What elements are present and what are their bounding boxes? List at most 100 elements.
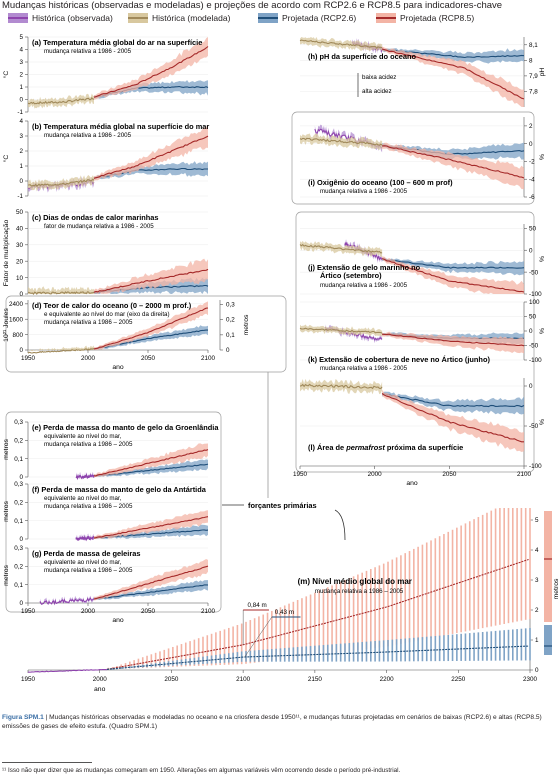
x-tick-label-m-7: 2300	[523, 676, 538, 683]
panel-title-d: (d) Teor de calor do oceano (0 – 2000 m …	[32, 301, 192, 310]
y-tick-label-i-1: -4	[529, 176, 535, 183]
y-tick-label-d-1: 800	[12, 332, 23, 339]
x-tick-label-m-1: 2000	[93, 676, 108, 683]
y2-tick-label-d-2: 0,2	[226, 317, 235, 324]
panel-subtitle2-e: mudança relativa a 1986 – 2005	[44, 441, 133, 448]
panel-g: 0 0,1 0,2 0,3 metros 1950 2000 2050 2100 ano (g) P…	[3, 545, 215, 624]
band-i-0	[314, 124, 383, 153]
panel-title-i: (i) Oxigênio do oceano (100 – 600 m prof…	[308, 178, 453, 187]
y-tick-label-b-1: 0	[19, 178, 23, 185]
panel-subtitle-f: equivalente ao nível do mar,	[44, 495, 122, 502]
x-tick-label-m-4: 2150	[308, 676, 323, 683]
band-e-2	[94, 443, 208, 477]
y-tick-label-c-4: 40	[16, 226, 24, 233]
y-tick-label-c-2: 20	[16, 258, 24, 265]
x-tick-label-m-2: 2050	[164, 676, 179, 683]
y-axis-label-c: Fator de multiplicação	[3, 220, 10, 287]
panel-title-f: (f) Perda de massa do manto de gelo da A…	[32, 485, 207, 494]
y-axis-label-j: %	[539, 256, 546, 262]
y2-tick-label-d-3: 0,3	[226, 302, 235, 309]
y-tick-label-e-0: 0	[19, 474, 23, 481]
y-tick-label-c-0: 0	[19, 291, 23, 298]
series-line-d-0	[27, 347, 95, 354]
legend-swatch-modeled	[128, 13, 148, 23]
y-tick-label-a-5: 4	[19, 47, 23, 54]
panel-title-c: (c) Dias de ondas de calor marinhas	[32, 213, 159, 222]
y-tick-label-i-3: 0	[529, 141, 533, 148]
footnote: ¹¹ Isso não quer dizer que as mudanças c…	[2, 767, 401, 774]
series-line-a-0	[27, 97, 94, 105]
y-tick-label-j-2: 0	[529, 247, 533, 254]
y-tick-label-a-1: 0	[19, 97, 23, 104]
legend-swatch-observed	[8, 13, 28, 23]
frame-ice-panels	[5, 411, 222, 613]
panel-m: 0 1 2 3 4 5 1950 2000 2050 2100 2150 2200 2250 2300 an…	[21, 508, 560, 693]
y-tick-label-f-1: 0,1	[14, 518, 23, 525]
y-axis-label-a: °C	[2, 71, 10, 79]
figure-caption: Figura SPM.1 | Mudanças históricas obser…	[2, 713, 554, 731]
panel-subtitle2-f: mudança relativa a 1986 – 2005	[44, 503, 133, 510]
band-i-3	[382, 142, 524, 190]
x-tick-label-d-1: 2000	[81, 355, 96, 362]
series-line-i-3	[382, 145, 525, 179]
panel-title-j: (j) Extensão de gelo marinho no	[308, 263, 421, 272]
panel-title-post-l: próxima da superfície	[385, 443, 463, 452]
frame-ocean-heat	[5, 295, 287, 373]
y-tick-label-a-2: 1	[19, 84, 23, 91]
series-line-b-1	[27, 178, 95, 187]
y-axis-label-f: metros	[3, 501, 10, 522]
y-tick-label-a-4: 3	[19, 59, 23, 66]
frame-cryosphere	[295, 211, 535, 473]
panel-a: -1 0 1 2 3 4 5 °C (a) Temperatura média global d…	[2, 34, 209, 116]
y-tick-label-i-4: 2	[529, 123, 533, 130]
x-tick-label-d-0: 1950	[21, 355, 36, 362]
forcing-label: forçantes primárias	[248, 501, 317, 510]
x-tick-label-l-3: 2100	[517, 471, 532, 478]
side-bar-rcp26	[544, 625, 552, 655]
y-tick-label-m-0: 0	[535, 667, 539, 674]
legend-swatch-rcp85	[376, 13, 396, 23]
band-k-3	[382, 331, 524, 354]
x-tick-label-l-1: 2000	[368, 471, 383, 478]
y-tick-label-c-5: 50	[16, 209, 24, 216]
y-axis-label-k: %	[539, 328, 546, 334]
series-line-k-3	[382, 333, 525, 347]
series-line-m-hist	[27, 668, 107, 673]
y-tick-label-a-0: -1	[17, 109, 23, 116]
y-tick-label-l-0: -100	[529, 463, 542, 470]
y-tick-label-c-1: 10	[16, 275, 24, 282]
series-line-c-2	[93, 268, 209, 293]
band-d-2	[94, 301, 208, 350]
y-tick-label-j-3: 50	[529, 226, 537, 233]
series-line-h-1	[299, 39, 383, 49]
y-tick-label-b-2: 1	[19, 163, 23, 170]
y-tick-label-f-3: 0,3	[14, 481, 23, 488]
panel-c: 0 10 20 30 40 50 Fator de multiplicação (c) Dia…	[3, 209, 209, 298]
band-g-2	[94, 559, 208, 601]
series-line-j-2	[382, 258, 525, 269]
panel-subtitle-i: mudança relativa a 1986 - 2005	[320, 188, 408, 195]
panel-subtitle2-g: mudança relativa a 1986 – 2005	[44, 567, 133, 574]
y-tick-label-k-1: -50	[529, 343, 539, 350]
panel-subtitle-b: mudança relativa a 1986 - 2005	[44, 132, 132, 139]
x-tick-label-d-3: 2100	[201, 355, 216, 362]
panel-title-m: (m) Nível médio global do mar	[298, 577, 412, 586]
y-tick-label-m-1: 1	[535, 637, 539, 644]
y-tick-label-m-5: 5	[535, 517, 539, 524]
panel-subtitle-a: mudança relativa a 1986 - 2005	[44, 48, 132, 55]
panel-l: -100 -50 0% 1950 2000 2050 2100 ano (l) Área de …	[293, 378, 546, 487]
series-line-j-3	[381, 258, 525, 293]
frame-oxygen	[291, 111, 535, 205]
y-tick-label-k-4: 100	[529, 299, 540, 306]
band-j-2	[382, 257, 524, 276]
x-tick-label-l-2: 2050	[442, 471, 457, 478]
band-l-0	[300, 378, 383, 395]
panel-k: -100 -50 0 50 100% (k) Extensão de cobertura …	[299, 299, 546, 372]
panel-i: -6 -4 -2 0 2% (i) Oxigênio do oceano (100 – 6…	[299, 117, 546, 201]
y-tick-label-e-3: 0,3	[14, 419, 23, 426]
x-tick-label-m-0: 1950	[21, 676, 36, 683]
panel-subtitle-c: fator de mudança relativa a 1986 - 2005	[44, 223, 154, 230]
series-line-j-1	[299, 243, 383, 254]
band-i-2	[382, 142, 524, 161]
series-line-f-2	[93, 516, 209, 539]
